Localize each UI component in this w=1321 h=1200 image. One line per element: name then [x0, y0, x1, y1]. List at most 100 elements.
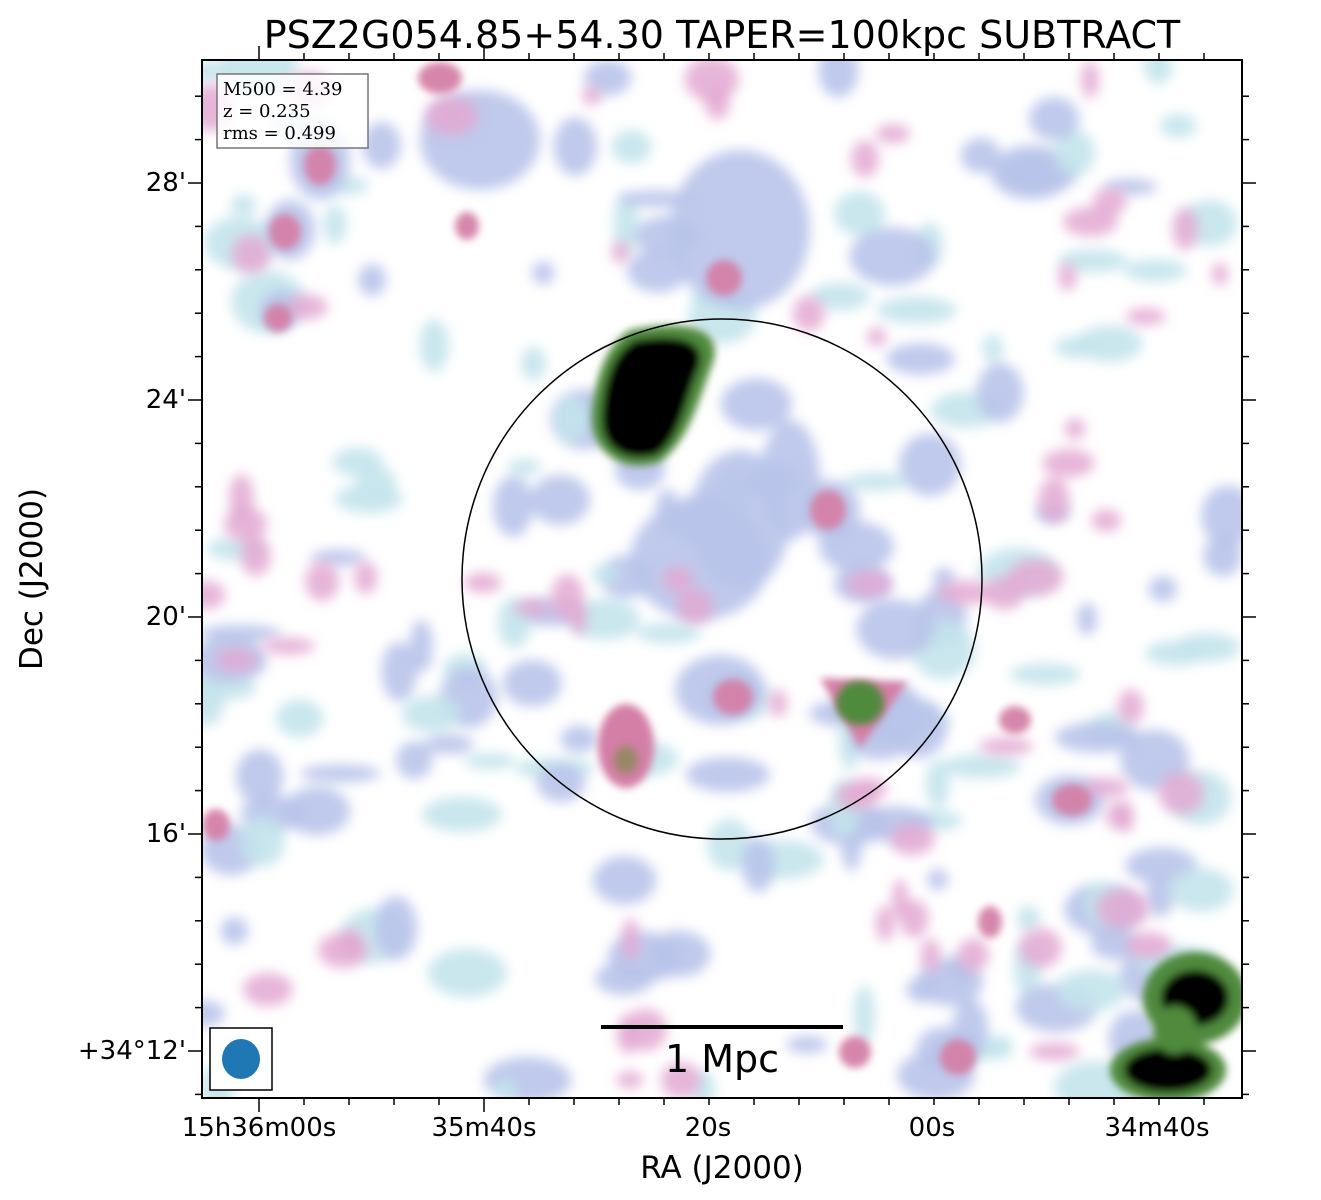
noise-blob	[607, 931, 682, 983]
noise-blob-mid	[582, 86, 602, 106]
noise-blob	[1054, 129, 1096, 176]
noise-blob	[591, 564, 620, 584]
noise-blob	[554, 396, 589, 444]
noise-blob	[202, 624, 282, 642]
source-south-center-core	[836, 681, 884, 725]
noise-blob-mid	[1117, 689, 1144, 725]
noise-blob-mid	[846, 570, 892, 598]
noise-blob	[1054, 722, 1142, 753]
noise-blob-mid	[1211, 262, 1229, 286]
noise-blob	[1201, 485, 1242, 548]
noise-blob-mid	[957, 938, 989, 972]
noise-blob-mid	[1126, 931, 1172, 959]
bright-blob	[978, 906, 1002, 938]
noise-blob	[235, 749, 284, 804]
bright-blob	[810, 490, 846, 530]
noise-blob-mid	[262, 637, 316, 655]
noise-blob	[925, 759, 950, 809]
noise-blob	[230, 194, 257, 216]
noise-blob-mid	[1172, 207, 1198, 251]
noise-blob-mid	[616, 1071, 644, 1089]
noise-blob	[976, 362, 1024, 423]
noise-blob	[899, 433, 961, 496]
noise-blob	[786, 1035, 828, 1054]
x-axis-label: RA (J2000)	[640, 1150, 804, 1186]
noise-blob-mid	[621, 918, 640, 961]
noise-blob	[592, 855, 657, 905]
noise-blob-mid	[611, 240, 629, 264]
x-tick-label: 20s	[685, 1113, 732, 1143]
noise-blob-mid	[676, 588, 714, 624]
noise-blob-mid	[1083, 777, 1130, 798]
noise-blob	[493, 475, 534, 537]
source-southwest-core	[614, 746, 638, 774]
noise-blob-mid	[660, 1062, 701, 1098]
noise-blob-mid	[875, 905, 895, 942]
noise-blob	[707, 818, 752, 871]
noise-blob	[419, 319, 450, 372]
noise-blob	[358, 263, 387, 296]
noise-blob	[1090, 926, 1139, 960]
noise-blob	[1075, 325, 1143, 363]
noise-blob	[483, 1056, 572, 1098]
noise-blob-mid	[243, 972, 293, 1007]
noise-blob	[463, 753, 516, 770]
bright-source-north	[601, 337, 701, 458]
noise-blob-mid	[875, 124, 910, 144]
axis-ticks	[188, 46, 1256, 1112]
bright-blob	[839, 1036, 871, 1068]
noise-blob-mid	[305, 561, 340, 602]
noise-blob-mid	[463, 572, 502, 593]
noise-blob	[636, 622, 701, 644]
noise-blob	[374, 896, 418, 960]
extended-emission	[530, 475, 590, 525]
noise-blob	[982, 334, 1004, 363]
noise-blob	[856, 599, 935, 660]
faint-emission-layer	[202, 60, 1242, 1098]
noise-blob	[424, 734, 474, 755]
beam-ellipse	[222, 1039, 260, 1079]
noise-blob	[494, 1079, 518, 1098]
noise-blob	[1148, 575, 1178, 603]
noise-blob	[1017, 905, 1041, 933]
noise-blob-mid	[425, 95, 478, 136]
noise-blob-mid	[889, 823, 935, 856]
noise-blob-mid	[704, 87, 730, 120]
noise-blob	[553, 117, 597, 176]
noise-blob	[584, 60, 632, 96]
noise-blob	[240, 817, 285, 867]
noise-blob-mid	[1058, 262, 1077, 292]
x-tick-label: 00s	[909, 1113, 956, 1143]
noise-blob	[927, 868, 948, 891]
noise-blob-mid	[1042, 449, 1095, 478]
noise-blob	[1159, 113, 1197, 138]
noise-blob	[611, 129, 652, 164]
noise-blob-mid	[1117, 800, 1134, 834]
noise-blob-mid	[920, 938, 941, 972]
noise-blob-mid	[616, 1014, 639, 1054]
noise-blob-mid	[229, 474, 254, 521]
noise-blob	[569, 598, 641, 640]
noise-blob-mid	[1008, 558, 1064, 596]
noise-blob	[960, 137, 1001, 174]
noise-blob-mid	[1091, 509, 1122, 532]
noise-blob	[1203, 535, 1242, 577]
noise-blob-mid	[1028, 1042, 1080, 1061]
info-m500: M500 = 4.39	[223, 79, 342, 100]
noise-blob	[396, 741, 433, 780]
noise-blob-mid	[1095, 888, 1150, 929]
noise-blob-mid	[202, 580, 225, 610]
noise-blob	[685, 757, 770, 793]
bright-blob	[706, 260, 742, 296]
noise-blob-mid	[792, 295, 825, 332]
noise-blob	[1054, 336, 1095, 359]
noise-blob	[1056, 969, 1126, 1012]
noise-blob-mid	[231, 235, 271, 274]
noise-blob	[849, 227, 936, 286]
chart-title: PSZ2G054.85+54.30 TAPER=100kpc SUBTRACT	[264, 13, 1181, 57]
noise-blob-mid	[1064, 418, 1086, 440]
bright-blob	[264, 304, 292, 332]
bright-blob	[999, 706, 1031, 734]
noise-blob	[507, 458, 541, 476]
